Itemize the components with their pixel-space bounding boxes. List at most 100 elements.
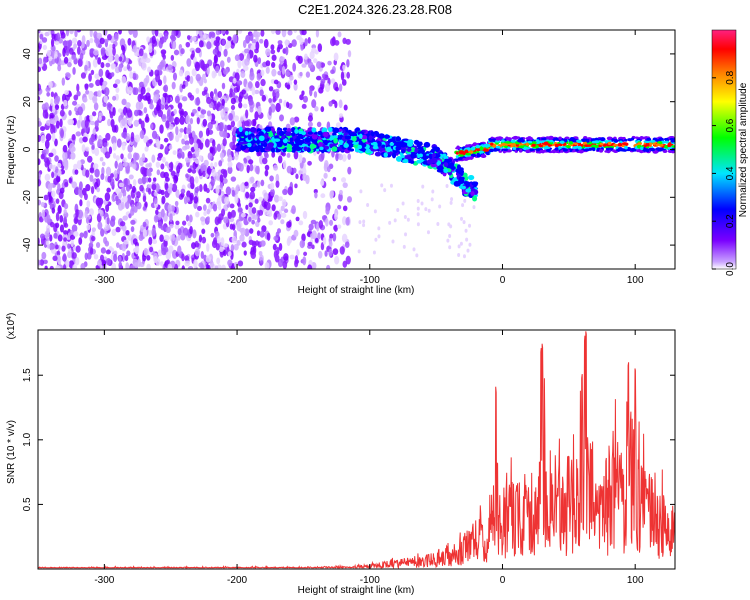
heatmap-cell [89,174,94,182]
heatmap-cell [372,145,379,150]
heatmap-cell [103,142,108,147]
heatmap-cell [303,146,308,152]
heatmap-cell [616,148,621,152]
heatmap-cell [470,146,476,151]
heatmap-cell [245,204,249,210]
heatmap-cell [467,174,475,181]
heatmap-cell [50,91,55,98]
heatmap-cell [222,137,227,147]
heatmap-cell [178,132,183,138]
heatmap-cell [327,60,332,66]
heatmap-cell [412,247,416,252]
heatmap-cell [273,79,279,85]
heatmap-cell [52,103,56,113]
heatmap-cell [100,147,107,153]
heatmap-cell [213,54,219,64]
heatmap-cell [268,220,273,226]
heatmap-cell [377,234,381,239]
heatmap-cell [273,212,278,220]
heatmap-cell [270,147,276,153]
heatmap-cell [396,207,400,212]
heatmap-cell [72,66,76,75]
heatmap-cell [251,207,257,214]
heatmap-cell [51,33,56,40]
heatmap-cell [270,61,276,68]
heatmap-cell [230,244,235,252]
heatmap-cell [156,169,161,176]
heatmap-cell [286,147,293,153]
heatmap-cell [167,263,173,269]
heatmap-cell [203,78,207,84]
heatmap-cell [53,232,58,239]
heatmap-cell [540,137,547,141]
heatmap-cell [258,209,264,216]
colorbar-tick-label: 0.4 [725,166,736,180]
heatmap-cell [318,219,324,229]
heatmap-cell [271,151,276,158]
heatmap-cell [125,229,130,236]
heatmap-cell [188,214,193,223]
heatmap-cell [324,83,331,93]
heatmap-cell [68,110,72,116]
heatmap-cell [220,168,226,175]
heatmap-cell [73,163,78,170]
heatmap-cell [389,183,393,188]
heatmap-cell [307,37,311,44]
heatmap-cell [662,149,668,154]
x-tick-label: 100 [627,275,644,286]
heatmap-cell [307,264,313,269]
heatmap-cell [475,150,480,154]
heatmap-cell [326,264,331,269]
heatmap-cell [256,230,261,237]
heatmap-cell [194,186,199,194]
heatmap-cell [147,177,152,183]
heatmap-cell [115,226,121,233]
heatmap-cell [238,53,245,61]
heatmap-cell [539,149,544,154]
heatmap-cell [193,196,199,204]
heatmap-cell [161,156,166,163]
heatmap-cell [175,220,180,226]
heatmap-cell [194,148,200,158]
heatmap-cell [345,38,351,45]
heatmap-cell [251,42,257,50]
heatmap-cell [254,111,259,121]
heatmap-cell [248,239,254,245]
heatmap-cell [154,197,158,205]
heatmap-cell [410,147,416,153]
heatmap-cell [51,171,55,179]
heatmap-cell [189,117,194,125]
heatmap-cell [67,92,72,98]
heatmap-cell [307,121,313,128]
heatmap-cell [112,153,117,159]
heatmap-cell [256,73,262,81]
heatmap-cell [544,145,549,149]
heatmap-cell [54,104,60,110]
heatmap-cell [586,139,590,143]
heatmap-cell [216,143,222,153]
heatmap-cell [181,253,185,262]
heatmap-cell [374,237,378,242]
heatmap-cell [78,181,83,191]
heatmap-cell [148,229,152,237]
heatmap-cell [222,177,228,184]
heatmap-cell [100,228,105,237]
heatmap-cell [303,251,308,257]
heatmap-cell [338,83,343,92]
heatmap-cell [248,148,255,153]
heatmap-cell [314,192,318,199]
heatmap-cell [457,168,464,175]
heatmap-cell [457,244,461,249]
heatmap-cell [55,166,59,174]
heatmap-cell [76,83,80,92]
heatmap-cell [96,199,103,209]
heatmap-cell [278,196,283,202]
heatmap-cell [301,233,306,242]
heatmap-cell [115,87,120,94]
heatmap-cell [106,102,112,111]
heatmap-cell [132,87,137,95]
heatmap-cell [78,237,83,245]
heatmap-cell [167,64,173,71]
heatmap-cell [250,251,257,259]
heatmap-cell [268,98,273,104]
